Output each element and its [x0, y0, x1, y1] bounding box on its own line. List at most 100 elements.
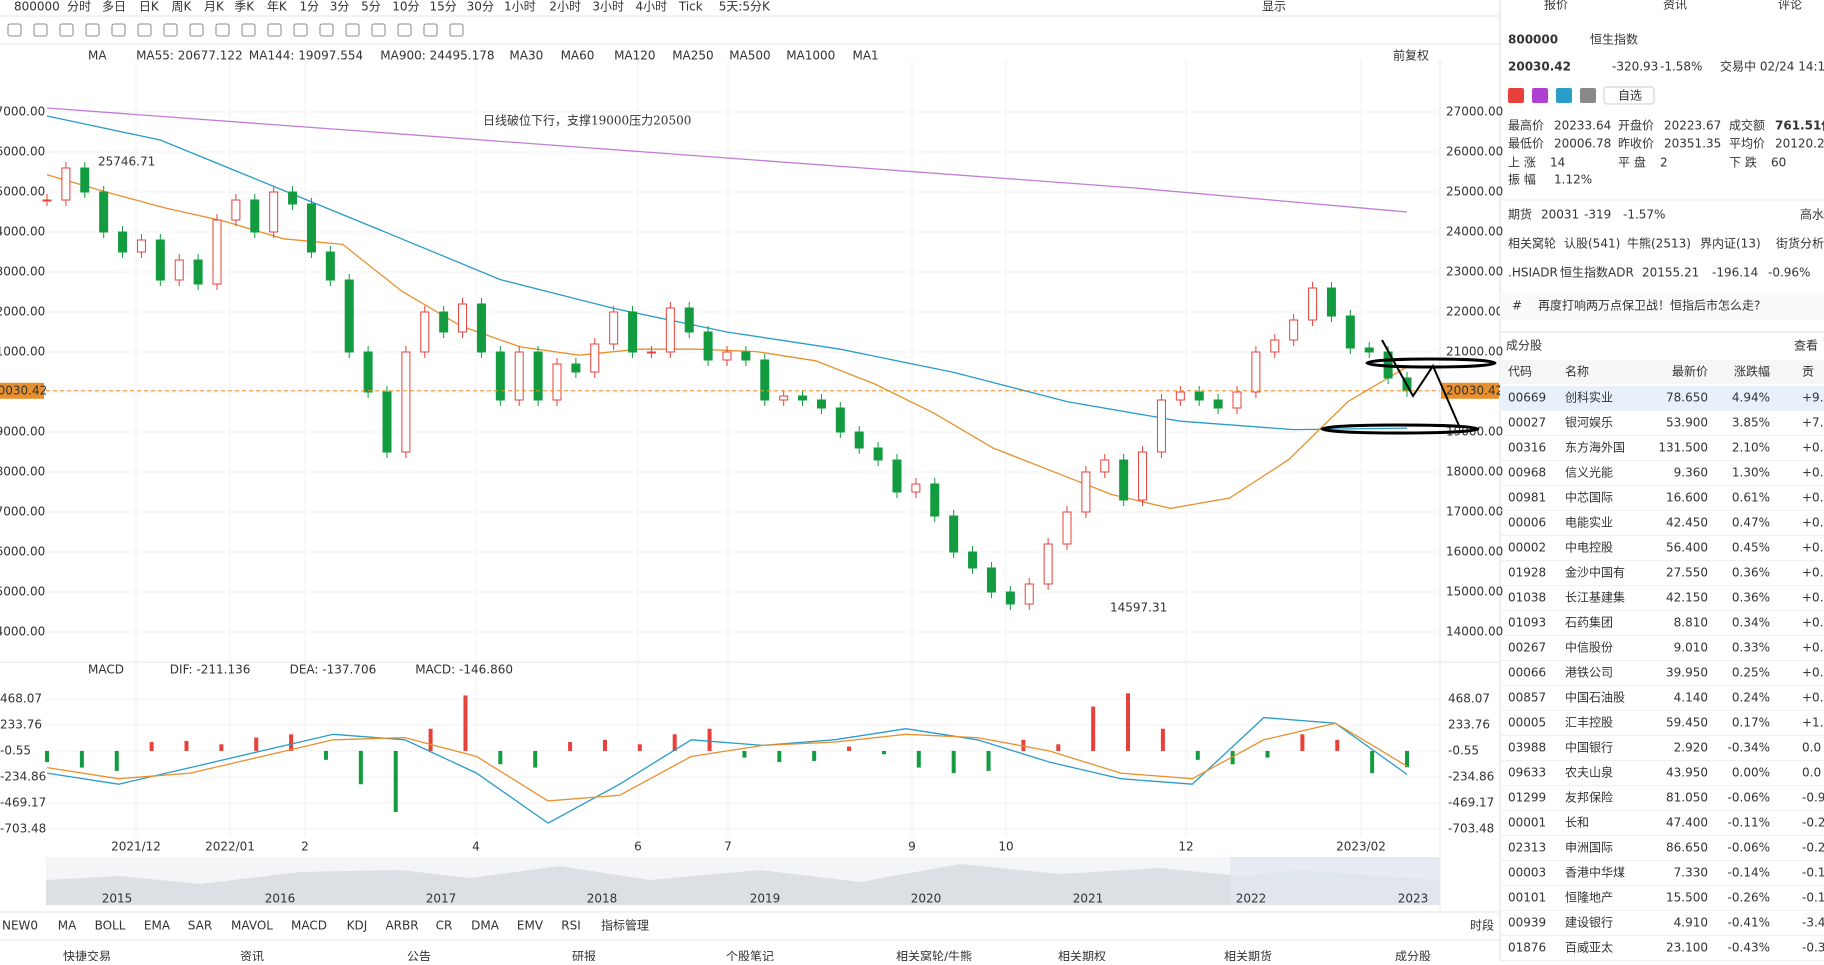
tool-icon[interactable]	[111, 23, 126, 37]
cell[interactable]: +1.5	[1802, 716, 1824, 730]
tool-icon[interactable]	[293, 23, 308, 37]
cell[interactable]: 0.00%	[1732, 766, 1770, 780]
indicator-tab[interactable]: 指标管理	[601, 918, 649, 933]
cell[interactable]: 创科实业	[1565, 390, 1613, 405]
cell[interactable]: 01093	[1508, 616, 1546, 630]
cell[interactable]: -0.34%	[1728, 741, 1770, 755]
cell[interactable]: -0.41%	[1728, 916, 1770, 930]
indicator-tab[interactable]: BOLL	[95, 919, 126, 933]
cell[interactable]: +0.8	[1802, 541, 1824, 555]
cell[interactable]: 中国银行	[1565, 740, 1613, 755]
bottom-tab[interactable]: 资讯	[240, 950, 264, 964]
cell[interactable]: +0.1	[1802, 591, 1824, 605]
cell[interactable]: 15.500	[1666, 891, 1708, 905]
cell[interactable]: 港铁公司	[1565, 666, 1613, 680]
cell[interactable]: 00857	[1508, 691, 1546, 705]
cell[interactable]: -3.4	[1802, 916, 1824, 930]
label[interactable]: 再度打响两万点保卫战！恒指后市怎么走?	[1538, 298, 1760, 313]
cell[interactable]: 2.920	[1674, 741, 1708, 755]
period-tab[interactable]: 季K	[234, 0, 255, 14]
cell[interactable]: 长和	[1565, 816, 1589, 830]
cell[interactable]: 00005	[1508, 716, 1546, 730]
cell[interactable]: 0.47%	[1732, 516, 1770, 530]
cell[interactable]: 7.330	[1674, 866, 1708, 880]
tool-icon[interactable]	[267, 23, 282, 37]
indicator-tab[interactable]: KDJ	[347, 919, 368, 933]
period-tab[interactable]: 3小时	[592, 0, 624, 14]
cell[interactable]: 金沙中国有	[1565, 565, 1625, 580]
cell[interactable]: 0.33%	[1732, 641, 1770, 655]
cell[interactable]: 00066	[1508, 666, 1546, 680]
cell[interactable]: 农夫山泉	[1565, 766, 1613, 780]
tool-icon[interactable]	[59, 23, 74, 37]
cell[interactable]: +7.0	[1802, 416, 1824, 430]
cell[interactable]: 16.600	[1666, 491, 1708, 505]
indicator-tab[interactable]: MA	[58, 919, 77, 933]
period-tab[interactable]: 周K	[171, 0, 192, 14]
indicator-tab[interactable]: EMV	[517, 919, 544, 933]
indicator-tab[interactable]: ARBR	[385, 919, 418, 933]
cell[interactable]: 9.360	[1674, 466, 1708, 480]
cell[interactable]: -0.06%	[1728, 791, 1770, 805]
cell[interactable]: 23.100	[1666, 941, 1708, 955]
cell[interactable]: 长江基建集	[1565, 590, 1625, 605]
cell[interactable]: 3.85%	[1732, 416, 1770, 430]
cell[interactable]: 00002	[1508, 541, 1546, 555]
cell[interactable]: 百威亚太	[1565, 940, 1613, 955]
cell[interactable]: 东方海外国	[1565, 440, 1625, 455]
indicator-tab[interactable]: MACD	[291, 919, 327, 933]
bottom-tab[interactable]: 个股笔记	[726, 949, 774, 964]
cell[interactable]: -0.43%	[1728, 941, 1770, 955]
cell[interactable]: 27.550	[1666, 566, 1708, 580]
bottom-tab[interactable]: 成分股	[1395, 950, 1431, 964]
cell[interactable]: 恒隆地产	[1565, 890, 1613, 905]
cell[interactable]: 00003	[1508, 866, 1546, 880]
cell[interactable]: 00267	[1508, 641, 1546, 655]
tool-icon[interactable]	[241, 23, 256, 37]
cell[interactable]: 42.450	[1666, 516, 1708, 530]
cell[interactable]: 0.25%	[1732, 666, 1770, 680]
cell[interactable]: +0.9	[1802, 466, 1824, 480]
indicator-tab[interactable]: NEW0	[2, 919, 38, 933]
period-tab[interactable]: 4小时	[635, 0, 667, 14]
cell[interactable]: -0.2	[1802, 816, 1824, 830]
tool-icon[interactable]	[189, 23, 204, 37]
cell[interactable]: 03988	[1508, 741, 1546, 755]
cell[interactable]: 中信股份	[1565, 640, 1613, 655]
cell[interactable]: 86.650	[1666, 841, 1708, 855]
cell[interactable]: +0.4	[1802, 566, 1824, 580]
cell[interactable]: 中电控股	[1565, 540, 1613, 555]
bottom-tab[interactable]: 相关窝轮/牛熊	[896, 949, 972, 964]
label[interactable]: 查看	[1794, 339, 1818, 353]
cell[interactable]: 00316	[1508, 441, 1546, 455]
cell[interactable]: +0.3	[1802, 666, 1824, 680]
period-tab[interactable]: 30分	[467, 0, 494, 14]
cell[interactable]: 4.140	[1674, 691, 1708, 705]
tool-icon[interactable]	[137, 23, 152, 37]
cell[interactable]: -0.1	[1802, 891, 1824, 905]
panel-tab[interactable]: 报价	[1544, 0, 1568, 12]
cell[interactable]: 01928	[1508, 566, 1546, 580]
cell[interactable]: 01038	[1508, 591, 1546, 605]
bottom-tab[interactable]: 相关期货	[1224, 949, 1272, 964]
cell[interactable]: 01876	[1508, 941, 1546, 955]
cell[interactable]: 0.36%	[1732, 566, 1770, 580]
tool-icon[interactable]	[449, 23, 464, 37]
cell[interactable]: 4.94%	[1732, 391, 1770, 405]
fav-btn[interactable]	[1603, 86, 1655, 105]
cell[interactable]: -0.26%	[1728, 891, 1770, 905]
indicator-tab[interactable]: SAR	[188, 919, 212, 933]
bottom-tab[interactable]: 研报	[572, 949, 596, 964]
cell[interactable]: 59.450	[1666, 716, 1708, 730]
cell[interactable]: 0.24%	[1732, 691, 1770, 705]
tool-icon[interactable]	[371, 23, 386, 37]
cell[interactable]: 8.810	[1674, 616, 1708, 630]
tool-icon[interactable]	[397, 23, 412, 37]
tool-icon[interactable]	[423, 23, 438, 37]
period-tab[interactable]: Tick	[678, 0, 703, 14]
cell[interactable]: 信义光能	[1565, 466, 1613, 480]
cell[interactable]: 电能实业	[1565, 515, 1613, 530]
cell[interactable]: 00939	[1508, 916, 1546, 930]
cell[interactable]: 9.010	[1674, 641, 1708, 655]
tool-icon[interactable]	[163, 23, 178, 37]
